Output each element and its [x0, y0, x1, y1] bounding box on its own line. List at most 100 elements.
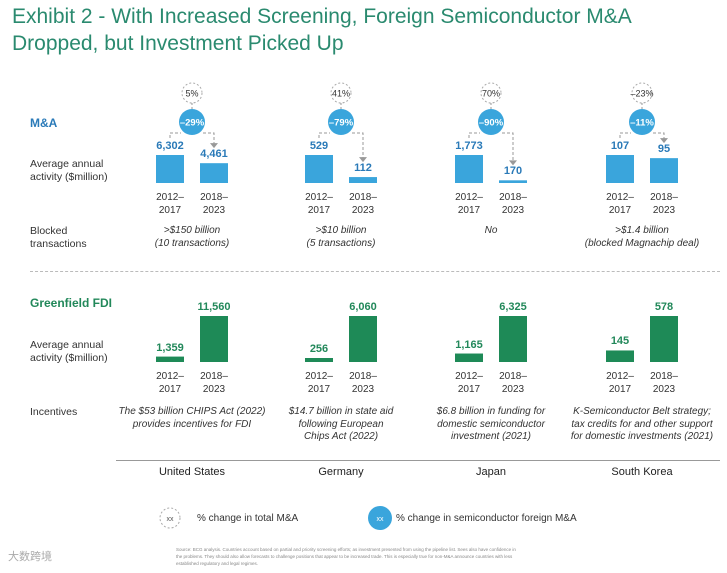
fdi-bar-3-1 — [650, 316, 678, 362]
pct-semi-circle — [478, 109, 504, 135]
ma-period-label: 2012–2017 — [455, 192, 483, 216]
blocked-note: >$10 billion (5 transactions) — [306, 225, 376, 249]
incentive-note: K-Semiconductor Belt strategy; tax credit… — [570, 406, 714, 442]
legend-semi-label: % change in semiconductor foreign M&A — [396, 513, 577, 524]
ma-connector-left — [468, 132, 480, 138]
ma-connector-right — [352, 132, 364, 159]
fdi-bar-3-0 — [606, 350, 634, 362]
fdi-bar-1-1 — [349, 316, 377, 362]
pct-total-circle — [480, 82, 502, 104]
ma-period-label: 2018–2023 — [349, 192, 377, 216]
pct-semi-circle — [328, 109, 354, 135]
pct-total-circle — [330, 82, 352, 104]
ma-bar-0-0 — [156, 155, 184, 183]
ma-connector-left — [169, 132, 181, 138]
blocked-note: No — [484, 225, 498, 236]
watermark: 大数跨境 — [8, 551, 52, 563]
country-label: United States — [158, 466, 226, 478]
ma-connector-left — [318, 132, 330, 138]
fdi-bar-2-0 — [455, 353, 483, 362]
fdi-period-label: 2018–2023 — [200, 371, 228, 395]
country-label: Japan — [476, 466, 506, 478]
ma-value-label: 107 — [610, 140, 630, 152]
pct-semi-label: –90% — [479, 118, 504, 129]
ma-value-label: 529 — [309, 140, 329, 152]
fdi-value-label: 256 — [309, 343, 329, 355]
ma-connector-left — [619, 132, 631, 138]
fdi-activity-label: Average annual activity ($million) — [30, 339, 108, 364]
footnote: Source: BCG analysis. Countries account … — [176, 547, 516, 566]
ma-connector-right — [203, 132, 215, 145]
pct-semi-circle — [179, 109, 205, 135]
country-label: South Korea — [611, 466, 673, 478]
pct-total-label: 5% — [185, 89, 198, 99]
fdi-bar-0-0 — [156, 356, 184, 362]
incentive-note: $6.8 billion in funding for domestic semi… — [436, 406, 546, 442]
ma-period-label: 2012–2017 — [606, 192, 634, 216]
ma-section-heading: M&A — [30, 116, 58, 130]
pct-total-label: –23% — [630, 89, 653, 99]
ma-bar-3-0 — [606, 155, 634, 183]
blocked-note: >$1.4 billion (blocked Magnachip deal) — [584, 225, 700, 249]
pct-semi-label: –11% — [630, 118, 654, 129]
country-label: Germany — [318, 466, 364, 478]
fdi-period-label: 2018–2023 — [499, 371, 527, 395]
pct-total-label: 70% — [482, 89, 500, 99]
category-axis-line — [116, 460, 720, 461]
legend-total-marker-text: xx — [167, 516, 175, 523]
chart-title: Exhibit 2 - With Increased Screening, Fo… — [12, 5, 631, 55]
ma-bar-3-1 — [650, 158, 678, 183]
ma-bar-2-0 — [455, 155, 483, 183]
fdi-value-label: 578 — [654, 301, 674, 313]
legend-semi-marker — [368, 506, 392, 530]
legend-semi-marker-text: xx — [377, 516, 385, 523]
pct-semi-label: –29% — [180, 118, 205, 129]
pct-total-label: 41% — [332, 89, 350, 99]
incentive-note: The $53 billion CHIPS Act (2022) provides… — [118, 406, 266, 430]
ma-connector-arrow — [509, 160, 517, 166]
pct-semi-circle — [629, 109, 655, 135]
ma-bar-1-0 — [305, 155, 333, 183]
ma-bar-2-1 — [499, 180, 527, 183]
ma-value-label: 1,773 — [455, 140, 483, 152]
ma-period-label: 2018–2023 — [200, 192, 228, 216]
fdi-period-label: 2018–2023 — [349, 371, 377, 395]
ma-value-label: 170 — [503, 165, 523, 178]
ma-period-label: 2012–2017 — [305, 192, 333, 216]
fdi-value-label: 6,060 — [349, 301, 377, 313]
fdi-period-label: 2012–2017 — [606, 371, 634, 395]
fdi-value-label: 1,359 — [156, 341, 184, 354]
incentive-note: $14.7 billion in state aid following Euro… — [288, 406, 394, 442]
fdi-bar-0-1 — [200, 316, 228, 362]
section-divider — [30, 271, 720, 272]
fdi-section-heading: Greenfield FDI — [30, 296, 113, 310]
blocked-note: >$150 billion (10 transactions) — [154, 225, 230, 249]
fdi-value-label: 1,165 — [455, 338, 483, 351]
ma-connector-right — [502, 132, 514, 162]
fdi-period-label: 2018–2023 — [650, 371, 678, 395]
legend-total-label: % change in total M&A — [197, 513, 299, 524]
ma-connector-right — [653, 132, 665, 140]
ma-bar-0-1 — [200, 163, 228, 183]
fdi-value-label: 11,560 — [197, 301, 231, 313]
ma-connector-arrow — [359, 157, 367, 163]
ma-value-label: 4,461 — [200, 148, 228, 161]
pct-total-circle — [181, 82, 203, 104]
ma-activity-label: Average annual activity ($million) — [30, 158, 108, 183]
ma-connector-arrow — [210, 143, 218, 149]
pct-semi-label: –79% — [329, 118, 354, 129]
fdi-value-label: 145 — [610, 335, 630, 348]
fdi-value-label: 6,325 — [499, 301, 527, 313]
ma-value-label: 6,302 — [156, 140, 184, 152]
fdi-period-label: 2012–2017 — [305, 371, 333, 395]
ma-bar-1-1 — [349, 177, 377, 183]
ma-value-label: 95 — [657, 143, 671, 156]
fdi-period-label: 2012–2017 — [156, 371, 184, 395]
ma-connector-arrow — [660, 138, 668, 144]
ma-period-label: 2012–2017 — [156, 192, 184, 216]
legend-total-marker — [159, 507, 181, 529]
ma-period-label: 2018–2023 — [499, 192, 527, 216]
blocked-label: Blocked transactions — [30, 225, 87, 250]
fdi-period-label: 2012–2017 — [455, 371, 483, 395]
